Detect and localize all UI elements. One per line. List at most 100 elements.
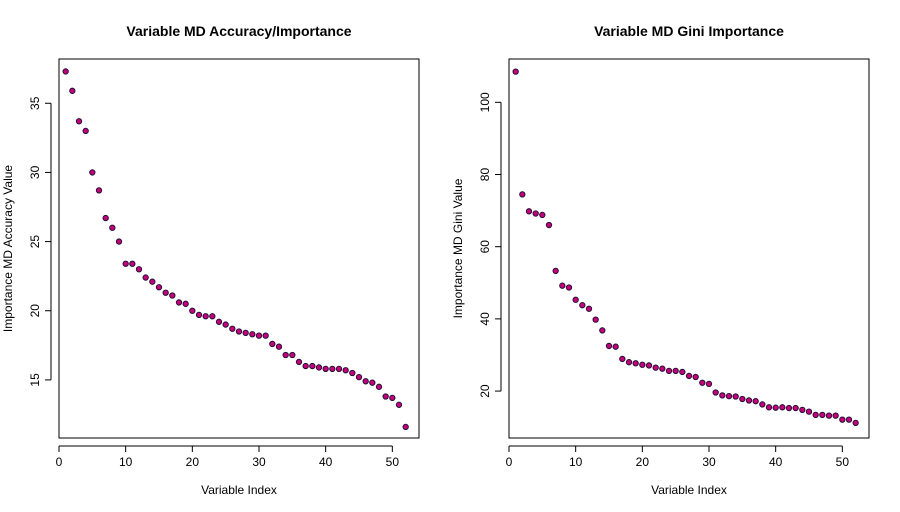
data-point	[302, 362, 309, 370]
data-point	[732, 393, 739, 400]
y-axis-label: Importance MD Gini Value	[451, 178, 465, 318]
plot-panel-1: Variable MD Accuracy/Importance 0 10 20 30 40…	[1, 23, 420, 497]
data-point	[255, 332, 263, 339]
plot-frame	[58, 58, 420, 439]
data-point	[82, 127, 89, 135]
data-point	[122, 260, 129, 267]
x-tick-label: 50	[386, 455, 400, 469]
data-point	[382, 393, 389, 400]
data-point	[222, 321, 229, 328]
data-point	[69, 87, 76, 94]
data-point	[645, 362, 653, 369]
data-point	[269, 340, 276, 348]
data-point	[242, 329, 249, 337]
data-point	[362, 378, 369, 385]
data-point	[772, 404, 779, 411]
x-tick-label: 20	[186, 455, 200, 469]
data-point	[672, 367, 679, 375]
data-point	[375, 383, 383, 390]
data-point	[799, 406, 806, 413]
data-point	[315, 364, 323, 371]
data-point	[309, 362, 316, 370]
data-points	[62, 68, 409, 431]
data-point	[289, 351, 296, 359]
data-point	[559, 282, 566, 289]
data-point	[215, 318, 223, 325]
data-point	[322, 365, 329, 372]
data-point	[102, 214, 109, 222]
data-point	[699, 379, 706, 386]
y-tick-label: 80	[478, 168, 492, 182]
data-point	[355, 373, 363, 381]
x-axis-label: Variable Index	[201, 483, 277, 497]
data-point	[295, 358, 303, 366]
data-point	[525, 208, 533, 215]
data-point	[129, 260, 136, 267]
data-point	[579, 302, 586, 309]
data-point	[779, 404, 786, 411]
data-point	[625, 359, 633, 366]
data-point	[845, 416, 853, 423]
y-tick-label: 30	[28, 165, 42, 179]
data-point	[229, 325, 236, 332]
data-point	[115, 238, 123, 245]
data-point	[679, 368, 686, 376]
data-point	[605, 342, 613, 350]
y-tick-label: 15	[28, 373, 42, 387]
x-tick-label: 30	[702, 455, 716, 469]
data-point	[402, 423, 409, 431]
data-point	[752, 398, 759, 405]
data-point	[395, 401, 403, 408]
data-point	[175, 299, 183, 306]
data-point	[335, 365, 343, 372]
data-point	[235, 328, 243, 335]
data-point	[692, 373, 699, 381]
data-point	[532, 210, 539, 217]
data-point	[209, 313, 216, 320]
data-point	[202, 313, 209, 320]
data-point	[759, 401, 766, 408]
y-tick-label: 40	[478, 312, 492, 326]
plot-title: Variable MD Gini Importance	[594, 23, 784, 39]
data-point	[585, 305, 593, 312]
data-point	[792, 404, 799, 412]
data-point	[519, 191, 526, 198]
x-tick-label: 50	[836, 455, 850, 469]
x-tick-label: 0	[56, 455, 63, 469]
data-point	[89, 169, 96, 176]
data-point	[162, 289, 169, 296]
x-tick-label: 30	[252, 455, 266, 469]
data-point	[719, 392, 726, 399]
data-point	[819, 411, 826, 419]
x-tick-label: 0	[506, 455, 513, 469]
data-point	[725, 392, 733, 400]
data-point	[329, 365, 336, 372]
data-point	[659, 365, 666, 372]
y-tick-label: 20	[478, 384, 492, 398]
data-point	[169, 292, 176, 299]
data-point	[545, 221, 553, 229]
data-point	[109, 224, 116, 231]
data-point	[785, 404, 793, 412]
data-point	[745, 397, 753, 404]
data-point	[349, 369, 356, 377]
data-point	[249, 331, 256, 338]
data-point	[282, 351, 289, 359]
data-point	[812, 411, 819, 419]
data-point	[665, 367, 673, 375]
data-point	[705, 380, 713, 388]
data-point	[832, 412, 839, 419]
data-point	[739, 395, 746, 403]
data-point	[639, 361, 646, 368]
data-point	[619, 355, 626, 363]
data-point	[262, 332, 269, 339]
y-tick-label: 60	[478, 240, 492, 254]
data-point	[612, 343, 619, 350]
data-point	[712, 389, 719, 396]
data-point	[155, 284, 163, 291]
data-point	[62, 68, 69, 75]
data-point	[652, 364, 659, 371]
y-tick-label: 100	[478, 92, 492, 112]
data-point	[135, 266, 143, 273]
